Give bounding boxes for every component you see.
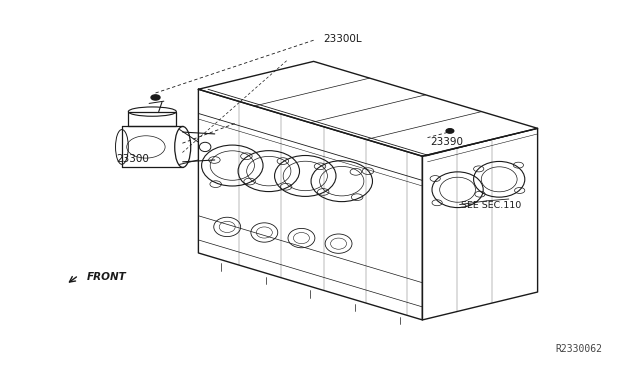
Text: 23300L: 23300L	[323, 34, 362, 44]
Text: SEE SEC.110: SEE SEC.110	[461, 201, 521, 210]
Text: 23390: 23390	[430, 137, 463, 147]
Text: R2330062: R2330062	[556, 343, 603, 353]
Circle shape	[446, 129, 454, 133]
Text: 23300: 23300	[116, 154, 149, 164]
Circle shape	[151, 95, 160, 100]
Text: FRONT: FRONT	[87, 272, 127, 282]
